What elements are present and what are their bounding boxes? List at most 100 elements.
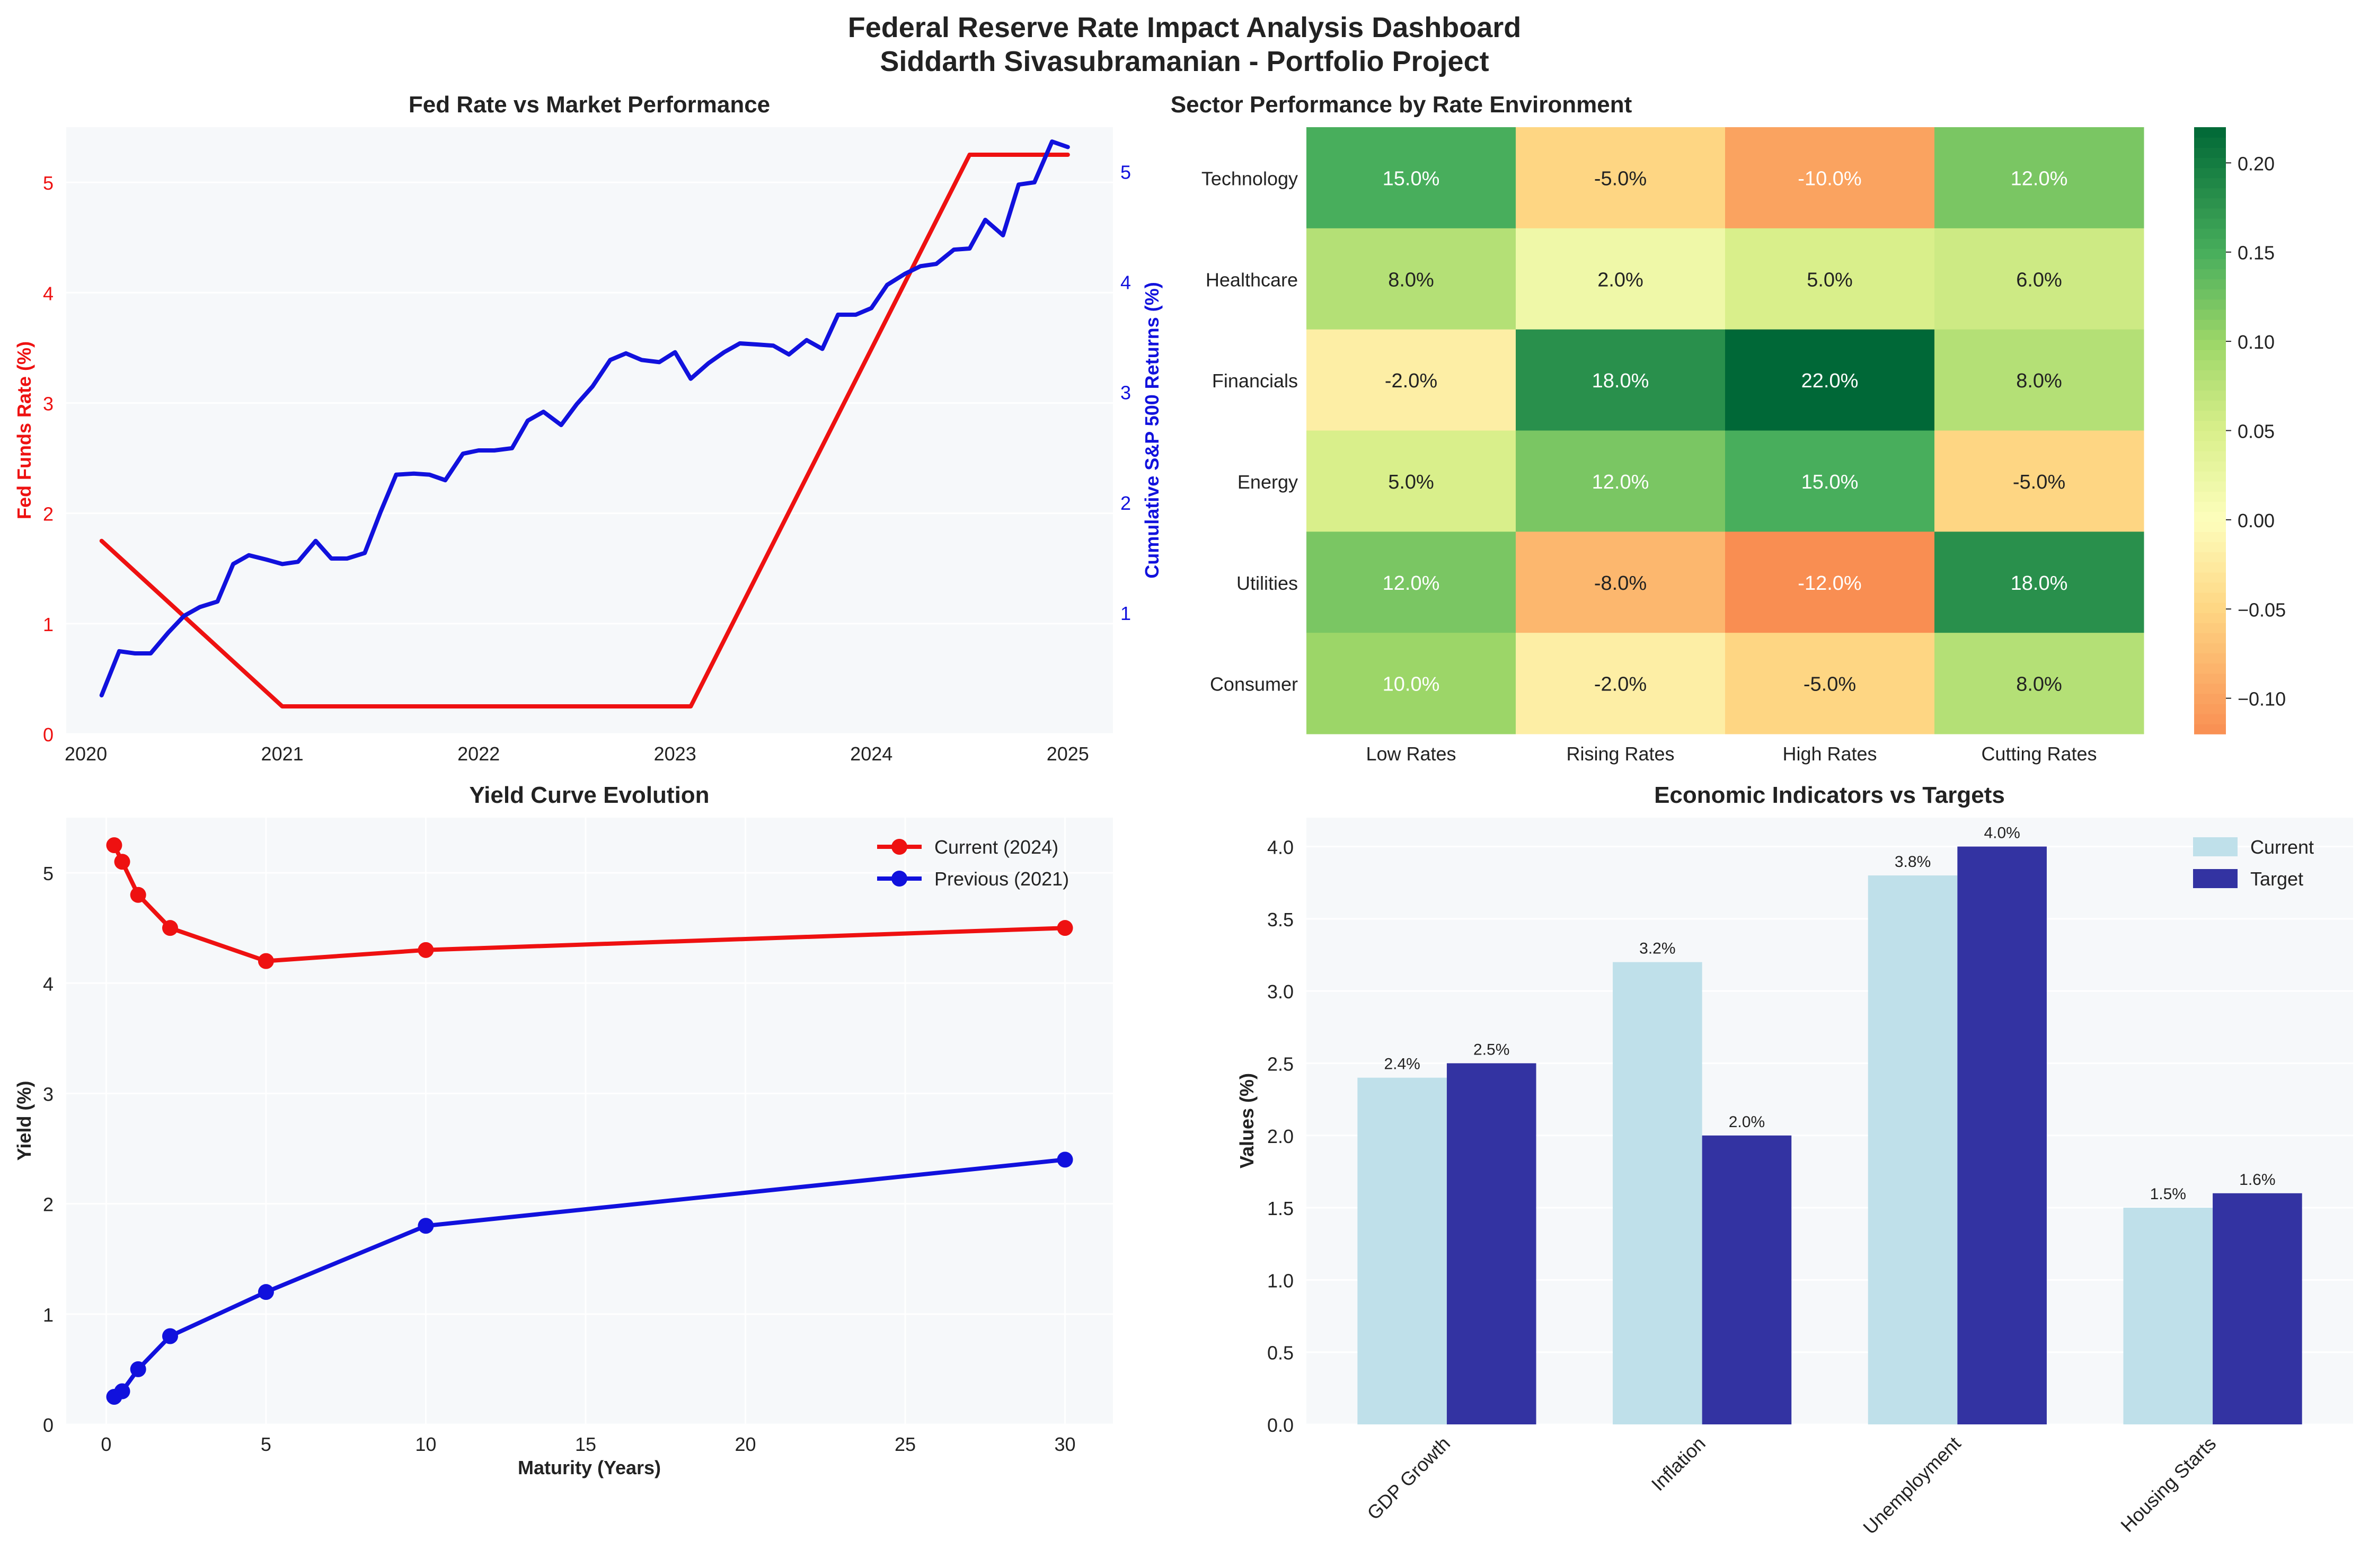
economic-indicators-y-tick-label: 4.0 — [1267, 837, 1294, 858]
heatmap-column-label: Low Rates — [1366, 743, 1456, 765]
yield-curve-chart: 0 1 2 3 4 5 0 5 10 15 20 25 30 Current (2024) Previou… — [13, 782, 1113, 1478]
fed-vs-market-right-tick-label: 5 — [1120, 161, 1131, 183]
heatmap-cell — [1725, 430, 1935, 532]
target-bar — [2213, 1193, 2302, 1424]
current-bar — [1868, 875, 1958, 1424]
heatmap-row-label: Energy — [1237, 471, 1298, 493]
economic-indicators-y-tick-label: 2.5 — [1267, 1053, 1294, 1075]
heatmap-cell-label: -10.0% — [1798, 167, 1861, 190]
colorbar-segment — [2194, 238, 2226, 249]
heatmap-cell — [1306, 127, 1516, 229]
colorbar-segment — [2194, 167, 2226, 179]
fed-vs-market-x-tick-label: 2023 — [654, 743, 696, 765]
colorbar-segment — [2194, 663, 2226, 674]
colorbar-segment — [2194, 511, 2226, 522]
current-yield-point — [162, 920, 178, 936]
heatmap-cell — [1306, 430, 1516, 532]
heatmap-cell — [1516, 228, 1726, 330]
colorbar-tick-label: 0.00 — [2238, 510, 2275, 531]
colorbar-segment — [2194, 582, 2226, 593]
colorbar-segment — [2194, 542, 2226, 553]
colorbar-segment — [2194, 370, 2226, 380]
fed-vs-market-x-tick-label: 2024 — [850, 743, 892, 765]
target-bar-label: 4.0% — [1984, 825, 2020, 842]
target-bar — [1957, 846, 2047, 1424]
colorbar-segment — [2194, 643, 2226, 654]
colorbar-segment — [2194, 531, 2226, 543]
yield-curve-x-tick-label: 15 — [575, 1433, 596, 1455]
colorbar-segment — [2194, 410, 2226, 421]
colorbar-segment — [2194, 339, 2226, 350]
heatmap-cell-label: 8.0% — [1388, 269, 1434, 291]
economic-indicators-y-tick-label: 3.5 — [1267, 909, 1294, 931]
previous-yield-point — [1057, 1151, 1073, 1168]
heatmap-column-label: High Rates — [1782, 743, 1877, 765]
heatmap-cell — [1725, 531, 1935, 633]
colorbar-segment — [2194, 450, 2226, 462]
colorbar-tick-label: −0.10 — [2238, 688, 2286, 710]
fed-vs-market-right-tick-label: 1 — [1120, 603, 1131, 624]
colorbar-segment — [2194, 178, 2226, 189]
colorbar-segment — [2194, 521, 2226, 533]
fed-vs-market-left-axis-label: Fed Funds Rate (%) — [13, 341, 35, 519]
heatmap-cell — [1306, 329, 1516, 431]
heatmap-cell-label: 15.0% — [1383, 167, 1440, 190]
colorbar-segment — [2194, 491, 2226, 502]
heatmap-cell-label: -2.0% — [1594, 674, 1647, 696]
yield-curve-x-axis-label: Maturity (Years) — [518, 1457, 661, 1478]
yield-curve-x-tick-label: 25 — [895, 1433, 916, 1455]
heatmap-cell — [1516, 127, 1726, 229]
heatmap-cell-label: 5.0% — [1388, 471, 1434, 493]
heatmap-cell — [1934, 329, 2144, 431]
heatmap-cell — [1934, 127, 2144, 229]
fed-vs-market-right-tick-label: 4 — [1120, 271, 1131, 293]
colorbar-tick-label: 0.20 — [2238, 153, 2275, 174]
previous-yield-point — [114, 1383, 130, 1399]
colorbar-segment — [2194, 127, 2226, 138]
heatmap-cell-label: 18.0% — [2011, 572, 2068, 595]
colorbar-segment — [2194, 623, 2226, 633]
heatmap-cell-label: -5.0% — [1594, 167, 1647, 190]
economic-indicators-y-tick-label: 0.5 — [1267, 1342, 1294, 1364]
sp500-returns-line — [99, 139, 1070, 698]
current-bar-label: 1.5% — [2150, 1185, 2186, 1203]
heatmap-row-label: Healthcare — [1206, 269, 1298, 290]
yield-curve-y-tick-label: 3 — [43, 1083, 54, 1105]
economic-indicators-y-axis-label: Values (%) — [1236, 1073, 1258, 1168]
colorbar-segment — [2194, 299, 2226, 310]
fed-vs-market-plot-area — [66, 127, 1113, 734]
fed-vs-market-right-tick-label: 3 — [1120, 382, 1131, 404]
fed-vs-market-left-tick-label: 2 — [43, 503, 54, 525]
colorbar-tick-label: 0.05 — [2238, 421, 2275, 442]
colorbar-segment — [2194, 562, 2226, 573]
fed-vs-market-x-tick-label: 2020 — [65, 743, 107, 765]
colorbar-segment — [2194, 329, 2226, 340]
yield-curve-plot-area — [66, 818, 1113, 1424]
colorbar-segment — [2194, 683, 2226, 694]
current-bar-label: 2.4% — [1384, 1056, 1420, 1073]
colorbar-segment — [2194, 228, 2226, 239]
heatmap-cell-label: 12.0% — [2011, 167, 2068, 190]
heatmap-column-label: Rising Rates — [1566, 743, 1674, 765]
heatmap-row-label: Consumer — [1210, 674, 1298, 695]
heatmap-cell — [1516, 430, 1726, 532]
colorbar-segment — [2194, 157, 2226, 169]
economic-indicators-y-tick-label: 0.0 — [1267, 1414, 1294, 1436]
target-bar-legend-swatch — [2193, 869, 2238, 888]
heatmap-cell — [1934, 633, 2144, 734]
colorbar-segment — [2194, 481, 2226, 492]
heatmap-cell — [1725, 228, 1935, 330]
heatmap-cell-label: -5.0% — [2013, 471, 2065, 493]
current-bar-legend-label: Current — [2250, 836, 2314, 858]
target-bar — [1446, 1063, 1536, 1424]
previous-yield-point — [418, 1218, 434, 1234]
yield-curve-y-tick-label: 0 — [43, 1414, 54, 1436]
colorbar-tick-label: 0.10 — [2238, 331, 2275, 353]
colorbar-segment — [2194, 693, 2226, 704]
heatmap-cell-label: 2.0% — [1597, 269, 1643, 291]
heatmap-row-label: Utilities — [1236, 572, 1298, 594]
target-bar-label: 2.5% — [1473, 1041, 1509, 1058]
